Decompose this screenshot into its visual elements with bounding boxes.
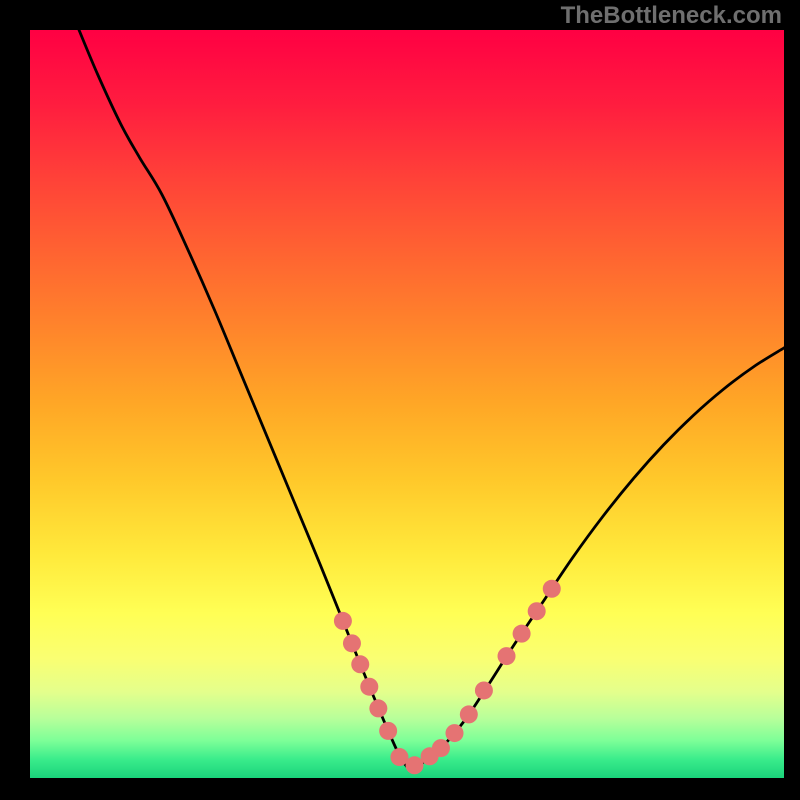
curve-right-branch xyxy=(407,348,784,767)
data-marker xyxy=(475,681,493,699)
data-marker xyxy=(513,625,531,643)
data-marker xyxy=(543,580,561,598)
data-marker xyxy=(379,722,397,740)
data-marker xyxy=(460,705,478,723)
data-marker xyxy=(360,678,378,696)
data-marker xyxy=(528,602,546,620)
chart-frame: TheBottleneck.com xyxy=(0,0,800,800)
watermark-text: TheBottleneck.com xyxy=(561,2,782,30)
plot-area xyxy=(30,30,784,778)
data-marker xyxy=(351,655,369,673)
data-marker xyxy=(446,724,464,742)
data-marker xyxy=(406,756,424,774)
data-marker xyxy=(343,634,361,652)
data-marker xyxy=(498,647,516,665)
data-marker xyxy=(432,739,450,757)
curve-layer xyxy=(30,30,784,778)
data-marker xyxy=(334,612,352,630)
data-marker xyxy=(369,699,387,717)
